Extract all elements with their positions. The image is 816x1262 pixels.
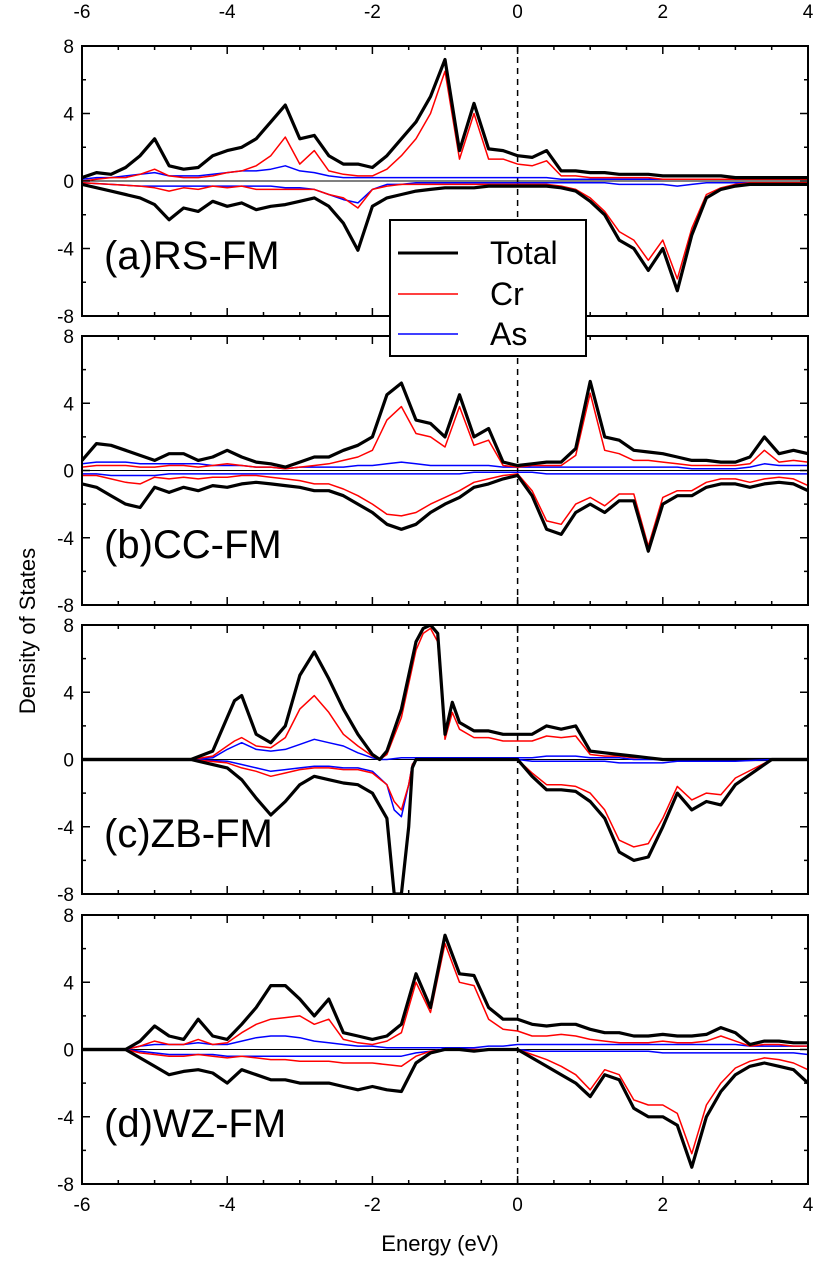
series-line-total-down-spin [82, 757, 808, 894]
y-axis-title: Density of States [15, 548, 40, 714]
panel-3: -8 -4 0 4 8 (c)ZB-FM [57, 616, 809, 906]
x-tick-label: -2 [364, 1195, 381, 1216]
y-tick-label: -8 [57, 596, 74, 617]
panel-1: -8 -4 0 4 8 (a)RS-FM [57, 37, 809, 328]
y-tick-label: 4 [63, 683, 74, 704]
panel-label: (d)WZ-FM [104, 1102, 286, 1146]
legend-label-total: Total [490, 235, 558, 271]
y-tick-label: -4 [57, 240, 74, 261]
series-line-total-up-spin [82, 625, 808, 762]
panel-curves [82, 625, 808, 894]
y-tick-label: 8 [63, 906, 74, 927]
series-line-cr-up-spin [82, 627, 808, 761]
y-tick-label: -8 [57, 885, 74, 906]
y-tick-label: 0 [63, 1041, 74, 1062]
series-line-total-up-spin [82, 57, 808, 180]
series-line-cr-up-spin [82, 70, 808, 182]
legend: Total Cr As [389, 219, 587, 357]
series-line-as-down-spin [82, 181, 808, 204]
panels-group: -8 -4 0 4 8 (a)RS-FM -8 -4 0 4 8 (b)CC-FM -8 -4 0 4 8 (c)… [57, 2, 814, 1216]
series-line-total-down-spin [82, 473, 808, 553]
y-tick-label: 8 [63, 616, 74, 637]
x-tick-label: 4 [803, 1195, 814, 1216]
panel-curves [82, 379, 808, 553]
x-tick-label-top: 0 [512, 2, 523, 23]
x-tick-label: -6 [74, 1195, 91, 1216]
series-line-as-up-spin [82, 1035, 808, 1051]
x-tick-label: 2 [658, 1195, 669, 1216]
series-line-as-up-spin [82, 738, 808, 761]
series-line-total-down-spin [82, 182, 808, 293]
series-line-total-up-spin [82, 933, 808, 1052]
x-axis-title: Energy (eV) [381, 1231, 498, 1256]
x-tick-label-top: -2 [364, 2, 381, 23]
series-line-cr-down-spin [82, 473, 808, 547]
y-tick-label: -4 [57, 818, 74, 839]
y-tick-label: -8 [57, 307, 74, 328]
legend-label-as: As [490, 316, 527, 352]
y-tick-label: 0 [63, 751, 74, 772]
y-tick-label: -4 [57, 529, 74, 550]
panel-label: (b)CC-FM [104, 523, 282, 567]
series-line-as-down-spin [82, 471, 808, 477]
y-tick-label: -8 [57, 1175, 74, 1196]
legend-label-cr: Cr [490, 276, 524, 312]
y-tick-label: -4 [57, 1108, 74, 1129]
y-tick-label: 8 [63, 327, 74, 348]
y-tick-label: 8 [63, 37, 74, 58]
series-line-as-up-spin [82, 461, 808, 470]
panel-4: -8 -4 0 4 8 (d)WZ-FM [57, 906, 809, 1196]
x-tick-label-top: -6 [74, 2, 91, 23]
x-tick-label-top: -4 [219, 2, 236, 23]
panel-curves [82, 57, 808, 293]
x-tick-label: 0 [512, 1195, 523, 1216]
series-line-total-up-spin [82, 379, 808, 469]
panel-label: (a)RS-FM [104, 234, 280, 278]
series-line-as-down-spin [82, 758, 808, 818]
panel-curves [82, 933, 808, 1169]
panel-2: -8 -4 0 4 8 (b)CC-FM [57, 327, 809, 617]
series-line-cr-up-spin [82, 392, 808, 470]
series-line-cr-down-spin [82, 181, 808, 280]
x-tick-label-top: 4 [803, 2, 814, 23]
y-tick-label: 0 [63, 462, 74, 483]
x-tick-label-top: 2 [658, 2, 669, 23]
series-line-total-down-spin [82, 1047, 808, 1169]
x-tick-label: -4 [219, 1195, 236, 1216]
y-tick-label: 4 [63, 973, 74, 994]
panel-label: (c)ZB-FM [104, 812, 273, 856]
series-line-cr-up-spin [82, 942, 808, 1051]
y-tick-label: 4 [63, 394, 74, 415]
y-tick-label: 0 [63, 172, 74, 193]
y-tick-label: 4 [63, 105, 74, 126]
